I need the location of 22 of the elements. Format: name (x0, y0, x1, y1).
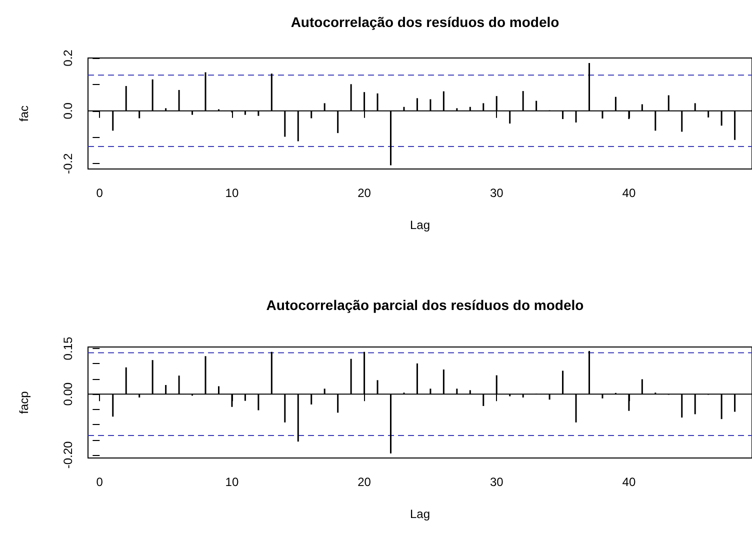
x-axis-title: Lag (410, 507, 430, 521)
y-tick-label: -0.20 (61, 440, 75, 469)
x-tick-label: 40 (622, 186, 636, 200)
x-tick-label: 10 (225, 475, 239, 489)
y-tick-label: 0.15 (61, 336, 75, 360)
y-axis-title: facp (17, 390, 31, 414)
x-tick-label: 40 (622, 475, 636, 489)
x-tick-label: 10 (225, 186, 239, 200)
y-tick-label: 0.00 (61, 382, 75, 406)
x-tick-label: 0 (96, 186, 104, 200)
x-axis-title: Lag (410, 218, 430, 232)
x-tick-label: 20 (358, 186, 372, 200)
y-tick-label: -0.2 (61, 153, 75, 174)
chart-title: Autocorrelação parcial dos resíduos do modelo (266, 297, 584, 313)
x-tick-label: 30 (490, 186, 504, 200)
y-axis-title: fac (17, 105, 31, 122)
x-tick-label: 0 (96, 475, 104, 489)
y-tick-label: 0.0 (61, 102, 75, 120)
x-tick-label: 20 (358, 475, 372, 489)
x-tick-label: 30 (490, 475, 504, 489)
chart-title: Autocorrelação dos resíduos do modelo (290, 14, 560, 30)
y-tick-label: 0.2 (61, 49, 75, 66)
